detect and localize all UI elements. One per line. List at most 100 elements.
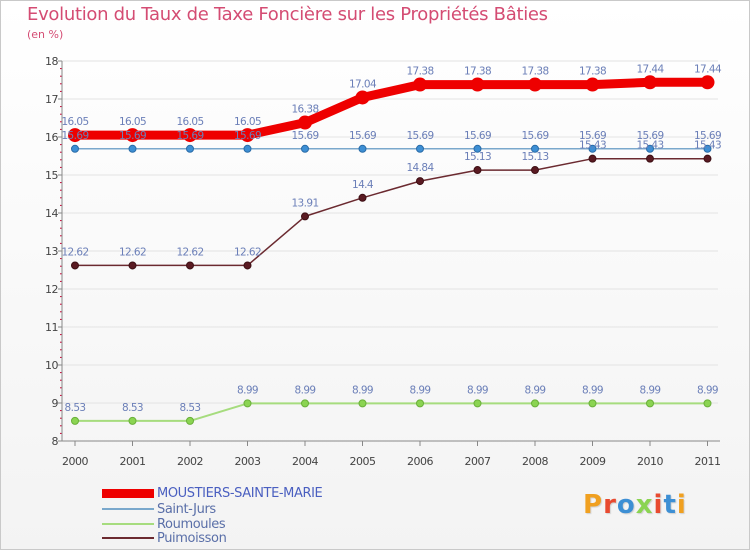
data-label: 15.69	[406, 130, 433, 142]
data-label: 8.99	[582, 384, 603, 396]
x-tick-label: 2001	[120, 455, 146, 468]
data-label: 8.99	[295, 384, 316, 396]
data-label: 15.13	[464, 151, 491, 163]
logo-letter: o	[616, 490, 636, 520]
data-label: 15.69	[176, 130, 203, 142]
data-label: 17.44	[694, 63, 722, 75]
data-label: 8.99	[237, 384, 258, 396]
data-label: 17.38	[464, 66, 491, 78]
data-point	[646, 144, 654, 153]
y-tick-label: 10	[45, 359, 58, 372]
data-point	[71, 261, 79, 270]
data-label: 15.69	[234, 130, 261, 142]
data-point	[71, 144, 79, 153]
data-point	[643, 75, 657, 90]
data-label: 8.53	[180, 402, 201, 414]
series-line	[74, 157, 709, 267]
data-point	[128, 416, 137, 425]
data-point	[470, 77, 485, 92]
data-point	[703, 399, 712, 408]
legend-label: Roumoules	[157, 516, 226, 532]
data-label: 17.04	[349, 78, 377, 90]
data-label: 15.69	[464, 130, 491, 142]
data-label: 8.99	[697, 384, 718, 396]
y-tick-label: 8	[52, 435, 59, 448]
data-point	[71, 416, 79, 425]
data-label: 16.05	[61, 116, 88, 128]
data-point	[473, 399, 482, 408]
y-tick-label: 14	[45, 207, 58, 220]
data-label: 8.53	[65, 402, 86, 414]
data-label: 8.99	[525, 384, 546, 396]
series-points	[68, 75, 715, 425]
logo-letter: r	[603, 490, 617, 520]
data-point	[703, 144, 712, 153]
data-point	[358, 193, 367, 202]
data-label: 14.84	[406, 162, 434, 174]
logo-letter: P	[583, 490, 604, 520]
data-point	[700, 75, 715, 90]
data-point	[531, 399, 539, 408]
data-label: 15.69	[694, 130, 721, 142]
data-label: 15.43	[694, 140, 721, 152]
data-point	[416, 144, 424, 153]
legend-swatch	[102, 488, 154, 498]
data-label: 12.62	[119, 246, 146, 258]
data-point	[186, 144, 194, 153]
data-point	[358, 399, 367, 408]
data-label: 15.43	[636, 140, 663, 152]
legend-label: Saint-Jurs	[157, 501, 216, 517]
data-point	[646, 154, 654, 163]
data-point	[585, 77, 600, 92]
x-tick-label: 2004	[292, 455, 318, 468]
data-label: 15.69	[636, 130, 663, 142]
series-line	[74, 402, 709, 422]
data-point	[186, 416, 194, 425]
data-point	[416, 177, 424, 186]
data-label: 16.38	[291, 104, 318, 116]
data-label: 16.05	[234, 116, 261, 128]
data-point	[588, 399, 597, 408]
x-tick-label: 2002	[177, 455, 203, 468]
data-point	[183, 128, 197, 143]
y-tick-label: 9	[52, 397, 59, 410]
y-tick-label: 18	[45, 55, 58, 68]
data-point	[128, 144, 137, 153]
legend-label: MOUSTIERS-SAINTE-MARIE	[157, 485, 323, 501]
logo-letter: i	[653, 490, 664, 520]
data-point	[298, 115, 312, 130]
data-label: 15.69	[579, 130, 606, 142]
legend-swatch	[102, 537, 154, 539]
data-point	[473, 144, 482, 153]
data-label: 8.99	[352, 384, 373, 396]
data-point	[186, 261, 194, 270]
legend-swatch	[102, 508, 154, 510]
data-label: 14.4	[352, 179, 374, 191]
data-point	[358, 144, 367, 153]
legend-swatch	[102, 523, 154, 525]
series-line	[70, 77, 712, 140]
data-point	[413, 77, 427, 92]
data-point	[128, 261, 137, 270]
grid-lines	[62, 60, 718, 442]
x-tick-label: 2000	[62, 455, 88, 468]
logo-letter: x	[635, 490, 654, 520]
data-label: 12.62	[176, 246, 203, 258]
data-point	[68, 128, 82, 143]
data-label: 17.44	[636, 63, 664, 75]
logo-letter: t	[663, 490, 677, 520]
x-tick-label: 2010	[637, 455, 663, 468]
x-tick-label: 2009	[580, 455, 606, 468]
chart-title: Evolution du Taux de Taxe Foncière sur l…	[27, 4, 548, 25]
data-point	[528, 77, 542, 92]
data-point	[301, 399, 309, 408]
data-point	[243, 261, 252, 270]
data-label: 15.69	[291, 130, 318, 142]
data-label: 16.05	[176, 116, 203, 128]
data-point	[243, 399, 252, 408]
x-tick-label: 2005	[350, 455, 376, 468]
data-label: 17.38	[406, 66, 433, 78]
y-tick-label: 12	[45, 283, 58, 296]
data-label: 8.53	[122, 402, 143, 414]
